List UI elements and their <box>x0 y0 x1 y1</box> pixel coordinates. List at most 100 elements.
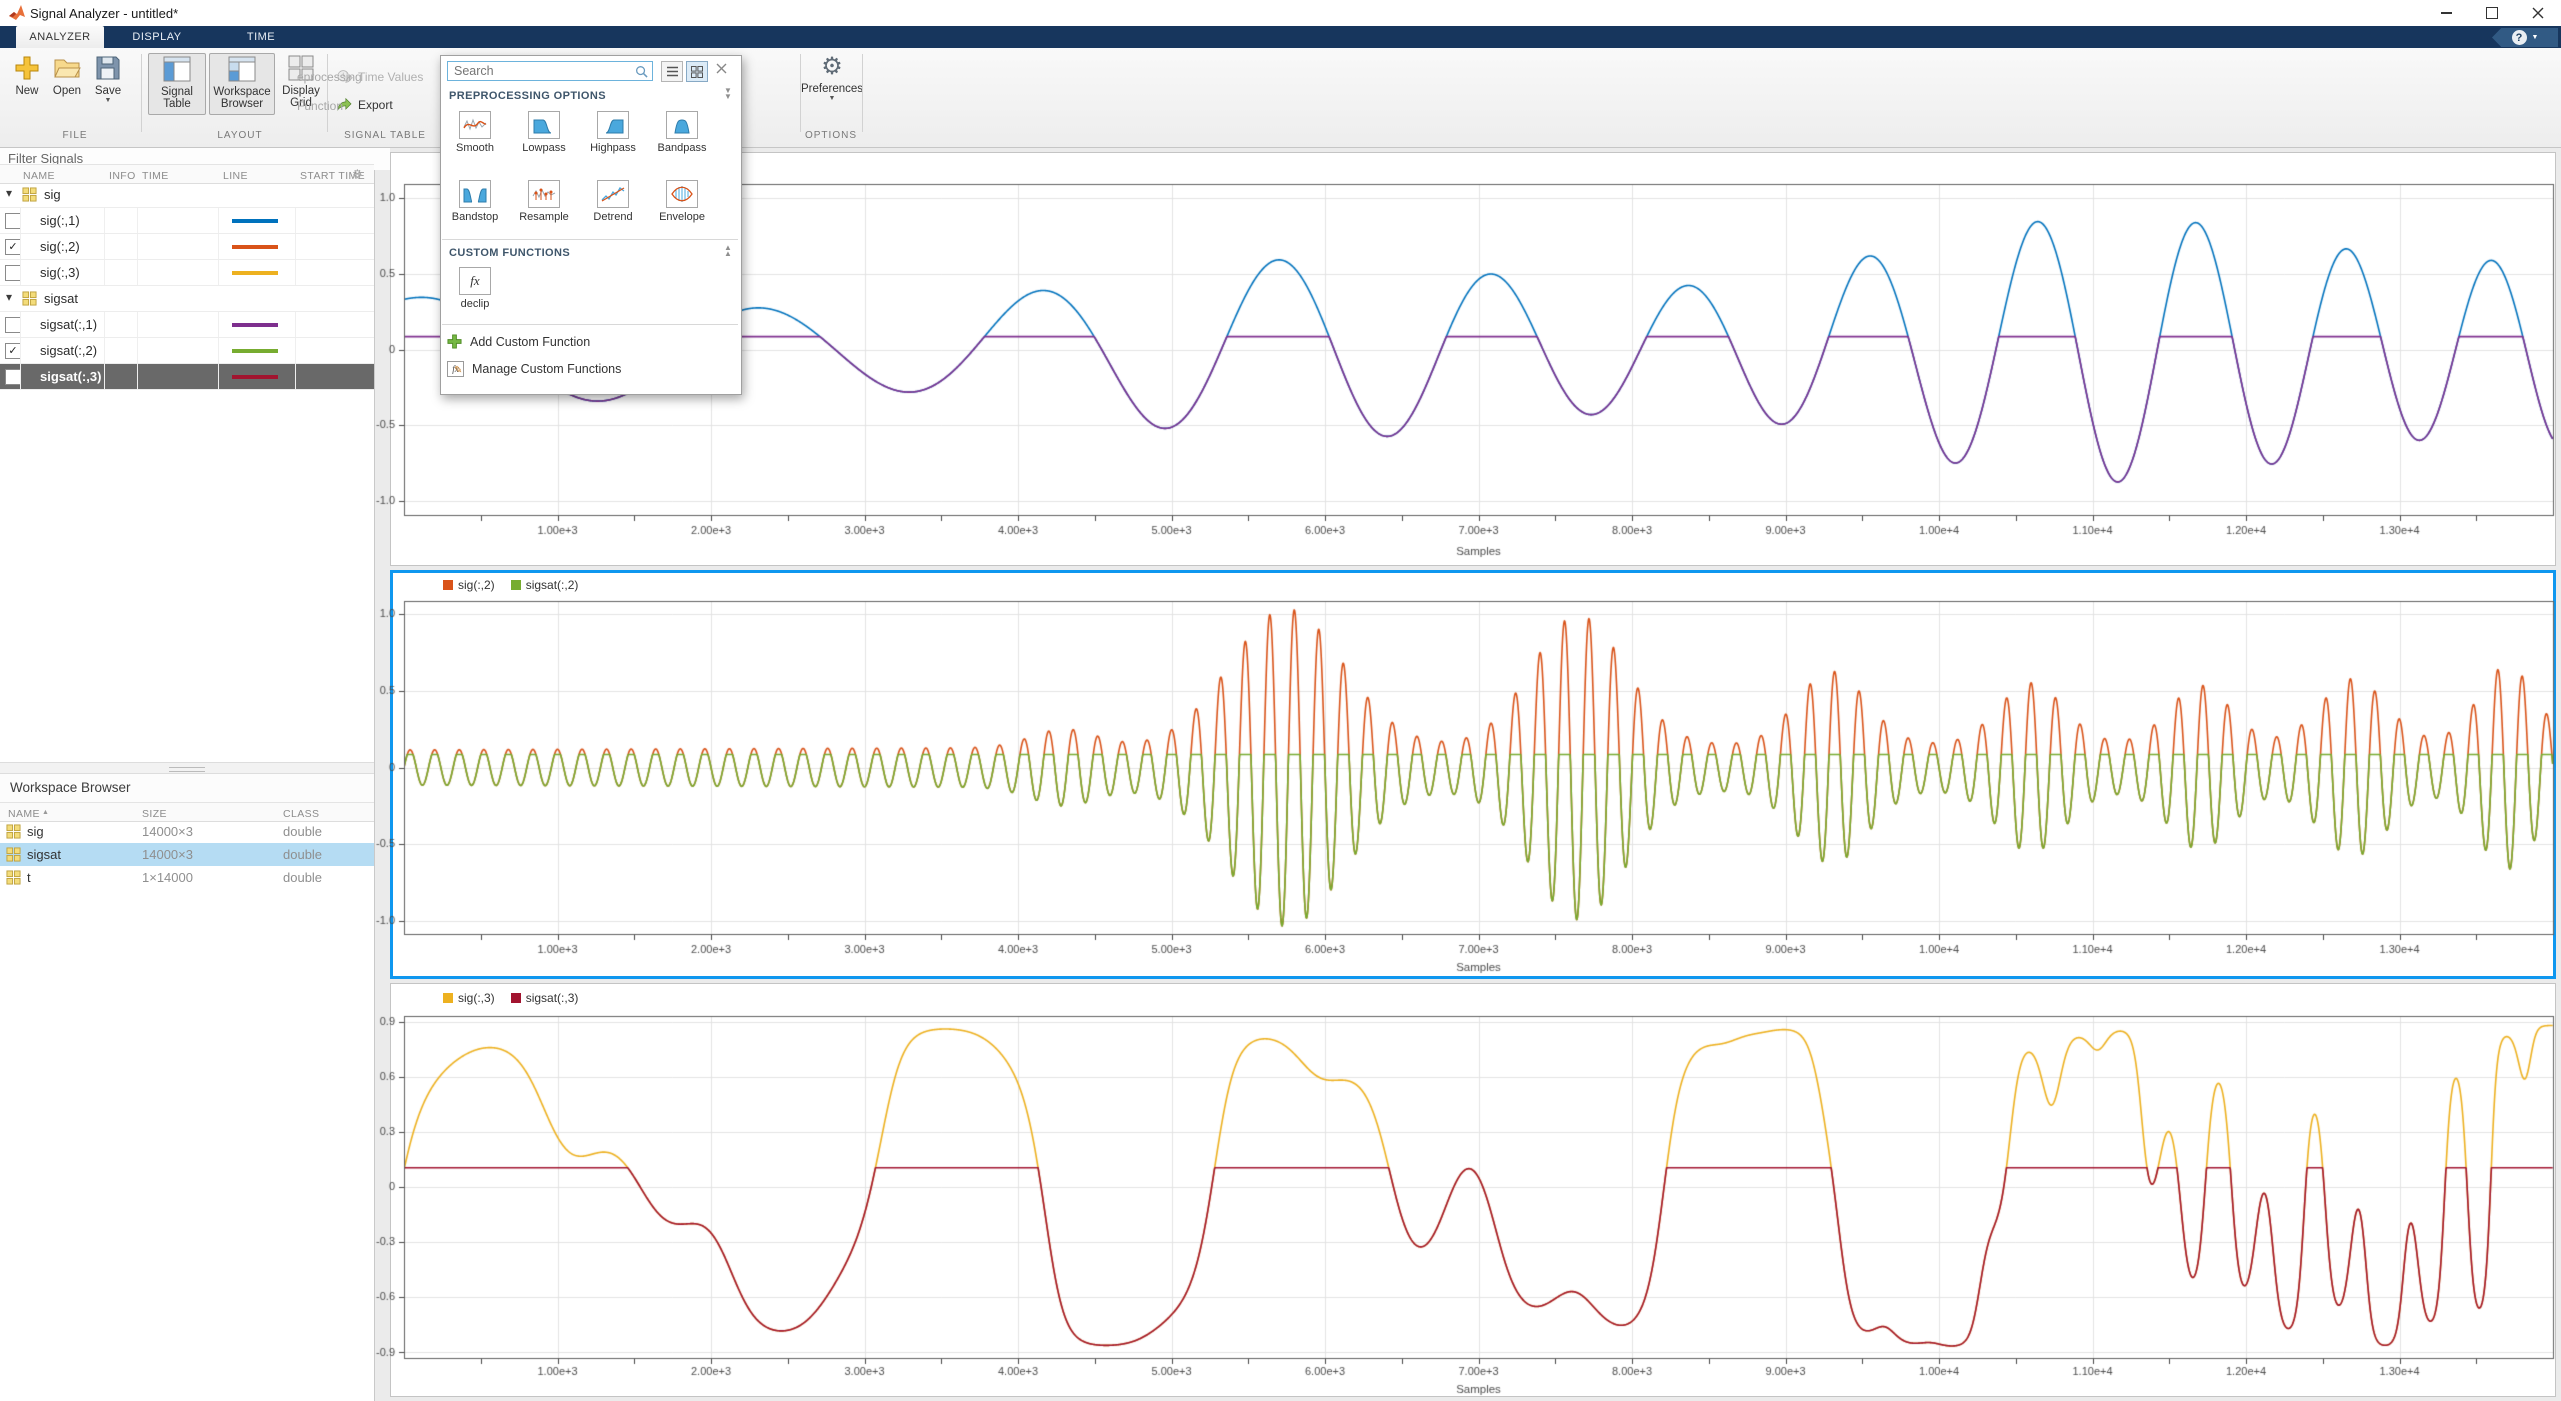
bandpass-icon <box>666 111 698 139</box>
signal-group-row[interactable]: ▾sigsat <box>0 286 374 312</box>
close-window-button[interactable] <box>2515 0 2561 26</box>
title-bar: Signal Analyzer - untitled* <box>0 0 2561 26</box>
workspace-browser-toggle-button[interactable]: Workspace Browser <box>209 53 275 115</box>
custom-functions-header: CUSTOM FUNCTIONS <box>449 247 570 259</box>
workspace-browser-titlebar: Workspace Browser <box>0 774 374 803</box>
toolstrip: New Open Save ▼ Signal Table Workspace B… <box>0 48 2561 148</box>
tab-time[interactable]: TIME <box>210 26 312 48</box>
resample-icon <box>528 180 560 208</box>
close-gallery-icon[interactable] <box>716 63 727 74</box>
line-color-swatch <box>232 219 278 223</box>
signal-visible-checkbox[interactable] <box>5 317 21 333</box>
legend-swatch <box>443 993 453 1003</box>
grid-view-button[interactable] <box>686 61 708 82</box>
gallery-item-lowpass[interactable]: Lowpass <box>512 111 576 154</box>
gallery-item-bandpass[interactable]: Bandpass <box>650 111 714 154</box>
workspace-variable-row[interactable]: sig14000×3double <box>0 820 374 843</box>
lowpass-icon <box>528 111 560 139</box>
legend-item: sigsat(:,3) <box>511 991 579 1005</box>
legend-display-3: sig(:,3) sigsat(:,3) <box>443 991 578 1005</box>
signal-visible-checkbox[interactable] <box>5 369 21 385</box>
detrend-icon <box>597 180 629 208</box>
workspace-variable-row[interactable]: t1×14000double <box>0 866 374 889</box>
list-view-button[interactable] <box>661 61 683 82</box>
gallery-item-highpass[interactable]: Highpass <box>581 111 645 154</box>
signal-visible-checkbox[interactable]: ✓ <box>5 239 21 255</box>
legend-swatch <box>443 580 453 590</box>
line-color-swatch <box>232 375 278 379</box>
signal-row[interactable]: sig(:,3) <box>0 260 374 286</box>
gallery-item-declip[interactable]: fxdeclip <box>443 267 507 310</box>
preprocessing-gallery-popup: PREPROCESSING OPTIONS ▼▼ SmoothLowpassHi… <box>440 55 742 395</box>
signal-analyzer-window: Signal Analyzer - untitled* ? ▼ ANALYZER… <box>0 0 2561 1401</box>
legend-swatch <box>511 580 521 590</box>
search-icon <box>635 65 648 78</box>
legend-item: sigsat(:,2) <box>511 578 579 592</box>
tab-analyzer[interactable]: ANALYZER <box>16 26 104 48</box>
help-icon: ? <box>2512 30 2527 45</box>
save-button[interactable]: Save ▼ <box>88 53 128 104</box>
search-input[interactable] <box>447 61 653 81</box>
signal-row[interactable]: ✓sig(:,2) <box>0 234 374 260</box>
signal-visible-checkbox[interactable] <box>5 213 21 229</box>
signal-visible-checkbox[interactable] <box>5 265 21 281</box>
manage-custom-functions-button[interactable]: fx ✎ Manage Custom Functions <box>447 361 621 377</box>
preferences-button[interactable]: ⚙ Preferences ▼ <box>806 53 858 102</box>
line-color-swatch <box>232 271 278 275</box>
gallery-item-resample[interactable]: Resample <box>512 180 576 223</box>
signal-row[interactable]: sigsat(:,3) <box>0 364 374 390</box>
legend-item: sig(:,3) <box>443 991 495 1005</box>
new-button[interactable]: New <box>8 53 46 97</box>
column-settings-gear-icon[interactable]: ⚙ <box>352 167 363 181</box>
display-panel-3[interactable] <box>390 983 2556 1397</box>
expand-triangle-icon[interactable]: ▾ <box>6 290 12 304</box>
panel-splitter[interactable] <box>0 762 374 774</box>
signal-row[interactable]: ✓sigsat(:,2) <box>0 338 374 364</box>
workspace-table-header: NAME ▲ SIZE CLASS <box>0 802 374 822</box>
gallery-item-smooth[interactable]: Smooth <box>443 111 507 154</box>
save-dropdown-caret-icon[interactable]: ▼ <box>105 97 112 104</box>
tab-display[interactable]: DISPLAY <box>106 26 208 48</box>
toolstrip-tab-bar: ? ▼ ANALYZERDISPLAYTIME <box>0 26 2561 48</box>
line-color-swatch <box>232 349 278 353</box>
collapse-section-icon[interactable]: ▲▲ <box>721 245 735 257</box>
fx-icon: fx <box>459 267 491 295</box>
envelope-icon <box>666 180 698 208</box>
workspace-variable-row[interactable]: sigsat14000×3double <box>0 843 374 866</box>
gallery-item-bandstop[interactable]: Bandstop <box>443 180 507 223</box>
preprocessing-gallery-label-clipped: eprocessing <box>297 70 362 84</box>
expand-triangle-icon[interactable]: ▾ <box>6 186 12 200</box>
export-button[interactable]: Export <box>336 96 393 113</box>
legend-display-2: sig(:,2)sigsat(:,2) <box>443 578 578 592</box>
open-button[interactable]: Open <box>48 53 86 97</box>
collapse-section-icon[interactable]: ▼▼ <box>721 88 735 100</box>
add-plus-icon <box>447 334 462 349</box>
window-title: Signal Analyzer - untitled* <box>30 6 178 21</box>
help-button[interactable]: ? ▼ <box>2492 28 2558 47</box>
line-color-swatch <box>232 323 278 327</box>
signal-row[interactable]: sig(:,1) <box>0 208 374 234</box>
matrix-icon <box>22 187 37 202</box>
group-label-layout: LAYOUT <box>195 130 285 141</box>
signal-visible-checkbox[interactable]: ✓ <box>5 343 21 359</box>
preferences-dropdown-caret-icon[interactable]: ▼ <box>829 95 836 102</box>
group-label-file: FILE <box>40 130 110 141</box>
gallery-item-envelope[interactable]: Envelope <box>650 180 714 223</box>
signal-group-row[interactable]: ▾sig <box>0 182 374 208</box>
gallery-item-detrend[interactable]: Detrend <box>581 180 645 223</box>
matlab-logo-icon <box>8 4 26 22</box>
left-panel: Filter Signals NAME INFO TIME LINE START… <box>0 148 375 1401</box>
preprocessing-options-header: PREPROCESSING OPTIONS <box>449 90 606 102</box>
signal-table-toggle-button[interactable]: Signal Table <box>148 53 206 115</box>
workspace-browser-title: Workspace Browser <box>10 780 131 795</box>
line-color-swatch <box>232 245 278 249</box>
matrix-icon <box>22 291 37 306</box>
signal-row[interactable]: sigsat(:,1) <box>0 312 374 338</box>
display-panel-2-selected[interactable] <box>390 570 2556 979</box>
smooth-icon <box>459 111 491 139</box>
add-custom-function-button[interactable]: Add Custom Function <box>447 334 590 349</box>
bandstop-icon <box>459 180 491 208</box>
minimize-button[interactable] <box>2423 0 2469 26</box>
new-icon <box>12 53 42 83</box>
maximize-button[interactable] <box>2469 0 2515 26</box>
